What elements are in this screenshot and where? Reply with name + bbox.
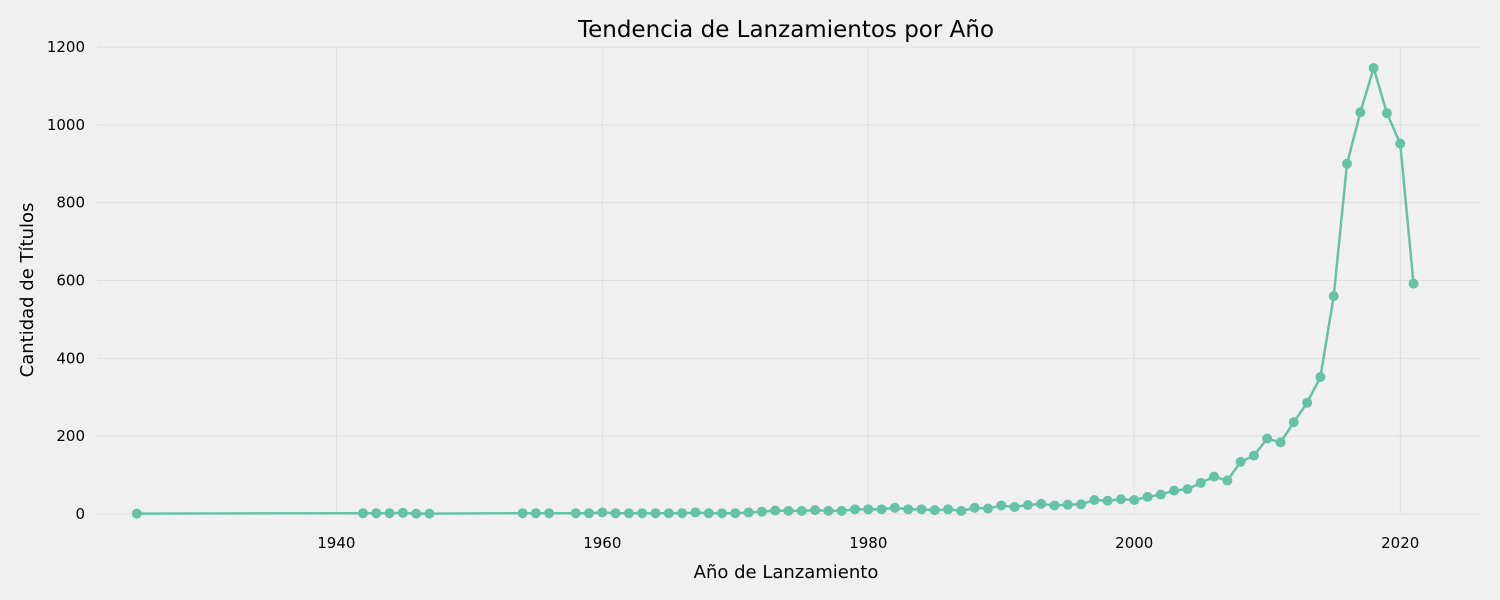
data-point: [916, 504, 927, 515]
data-point: [1328, 291, 1339, 302]
y-tick-label: 400: [56, 349, 85, 367]
data-point: [783, 505, 794, 516]
data-point: [1408, 278, 1419, 289]
y-tick-label: 0: [75, 505, 85, 523]
x-tick-label: 1980: [849, 534, 887, 552]
data-point: [637, 508, 648, 519]
data-point: [1062, 499, 1073, 510]
y-axis-label: Cantidad de Títulos: [17, 203, 38, 378]
data-point: [982, 503, 993, 514]
data-point: [1182, 484, 1193, 495]
data-point: [530, 508, 541, 519]
data-point: [889, 502, 900, 513]
data-point: [969, 502, 980, 513]
y-tick-label: 600: [56, 272, 85, 290]
data-point: [1209, 471, 1220, 482]
data-point: [597, 507, 608, 518]
data-point: [1395, 138, 1406, 149]
data-point: [823, 505, 834, 516]
data-point: [929, 505, 940, 516]
data-point: [1275, 437, 1286, 448]
data-point: [810, 505, 821, 516]
data-point: [703, 508, 714, 519]
data-point: [690, 507, 701, 518]
data-point: [743, 507, 754, 518]
data-point: [517, 508, 528, 519]
y-tick-label: 800: [56, 194, 85, 212]
y-axis-ticks: 0 200 400 600 800 1000 1200: [47, 38, 85, 523]
data-point: [796, 505, 807, 516]
y-tick-label: 200: [56, 427, 85, 445]
x-tick-label: 2000: [1115, 534, 1153, 552]
data-point: [650, 508, 661, 519]
data-point: [1009, 501, 1020, 512]
data-point: [1302, 397, 1313, 408]
data-point: [570, 508, 581, 519]
series-line-layer: [136, 66, 1415, 515]
data-point: [849, 504, 860, 515]
x-tick-label: 2020: [1381, 534, 1419, 552]
data-point: [943, 504, 954, 515]
data-point: [1355, 107, 1366, 118]
x-tick-label: 1940: [317, 534, 355, 552]
data-point: [610, 508, 621, 519]
data-point: [1049, 500, 1060, 511]
data-point: [1022, 500, 1033, 511]
data-point: [371, 508, 382, 519]
data-point: [411, 508, 422, 519]
data-point: [1235, 456, 1246, 467]
data-point: [1129, 494, 1140, 505]
data-point: [730, 508, 741, 519]
data-point: [1102, 495, 1113, 506]
data-point: [663, 508, 674, 519]
data-point: [623, 508, 634, 519]
series-line: [136, 66, 1415, 515]
data-point: [397, 507, 408, 518]
data-point: [756, 506, 767, 517]
data-point: [770, 505, 781, 516]
x-axis-label: Año de Lanzamiento: [694, 562, 879, 583]
data-point: [1155, 489, 1166, 500]
x-axis-ticks: 1940 1960 1980 2000 2020: [317, 534, 1419, 552]
data-points: [131, 63, 1419, 519]
data-point: [1076, 499, 1087, 510]
data-point: [131, 508, 142, 519]
data-point: [1089, 494, 1100, 505]
data-point: [544, 508, 555, 519]
data-point: [584, 508, 595, 519]
data-point: [1222, 475, 1233, 486]
data-point: [357, 508, 368, 519]
chart-title: Tendencia de Lanzamientos por Año: [577, 17, 994, 43]
data-point: [876, 504, 887, 515]
data-point: [1262, 433, 1273, 444]
data-point: [1169, 485, 1180, 496]
data-point: [1288, 417, 1299, 428]
data-point: [1036, 498, 1047, 509]
data-point: [424, 508, 435, 519]
data-point: [1248, 450, 1259, 461]
data-point: [836, 505, 847, 516]
data-point: [863, 504, 874, 515]
grid-lines: [97, 46, 1480, 515]
data-point: [1195, 477, 1206, 488]
x-tick-label: 1960: [583, 534, 621, 552]
data-point: [1381, 108, 1392, 119]
data-point: [1342, 158, 1353, 169]
data-point: [1315, 372, 1326, 383]
data-point: [956, 505, 967, 516]
data-point: [1115, 494, 1126, 505]
data-point: [1368, 63, 1379, 74]
data-point: [996, 500, 1007, 511]
data-point: [903, 504, 914, 515]
y-tick-label: 1000: [47, 116, 85, 134]
data-point: [677, 508, 688, 519]
data-point: [1142, 491, 1153, 502]
y-tick-label: 1200: [47, 38, 85, 56]
data-point: [384, 508, 395, 519]
data-point: [717, 508, 728, 519]
